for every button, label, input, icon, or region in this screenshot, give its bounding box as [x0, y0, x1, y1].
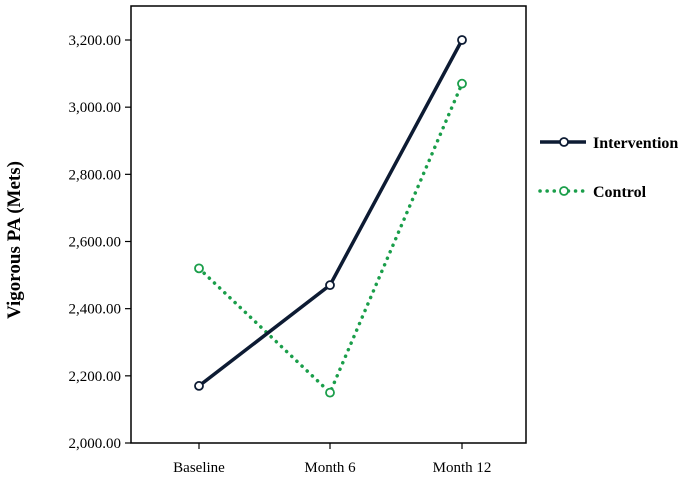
- data-point-control: [325, 387, 335, 398]
- data-point-intervention: [194, 381, 204, 391]
- legend-label-control: Control: [593, 184, 647, 201]
- plot-area: [130, 5, 527, 444]
- data-point-control: [194, 263, 204, 274]
- y-tick-label: 2,600.00: [69, 235, 122, 251]
- x-tick-label: Baseline: [173, 460, 225, 476]
- y-axis-label: Vigorous PA (Mets): [4, 161, 25, 319]
- legend-label-intervention: Intervention: [593, 135, 678, 152]
- y-tick-label: 2,000.00: [69, 436, 122, 452]
- legend-marker-intervention: [559, 137, 569, 147]
- y-tick-label: 2,400.00: [69, 302, 122, 318]
- legend: Intervention Control: [538, 135, 678, 201]
- series-line-control: [197, 81, 464, 396]
- y-tick-label: 2,800.00: [69, 167, 122, 183]
- series-layer: [194, 35, 467, 398]
- y-tick-label: 3,200.00: [69, 33, 122, 49]
- y-tick-label: 3,000.00: [69, 100, 122, 116]
- y-axis: 2,000.00 2,200.00 2,400.00 2,600.00 2,800.00…: [69, 33, 131, 452]
- legend-marker-control: [559, 186, 569, 196]
- x-tick-label: Month 12: [433, 460, 492, 476]
- x-axis: Baseline Month 6 Month 12: [173, 443, 491, 476]
- data-point-control: [457, 78, 467, 89]
- y-tick-label: 2,200.00: [69, 369, 122, 385]
- data-point-intervention: [457, 35, 467, 45]
- data-point-intervention: [325, 280, 335, 291]
- x-tick-label: Month 6: [304, 460, 356, 476]
